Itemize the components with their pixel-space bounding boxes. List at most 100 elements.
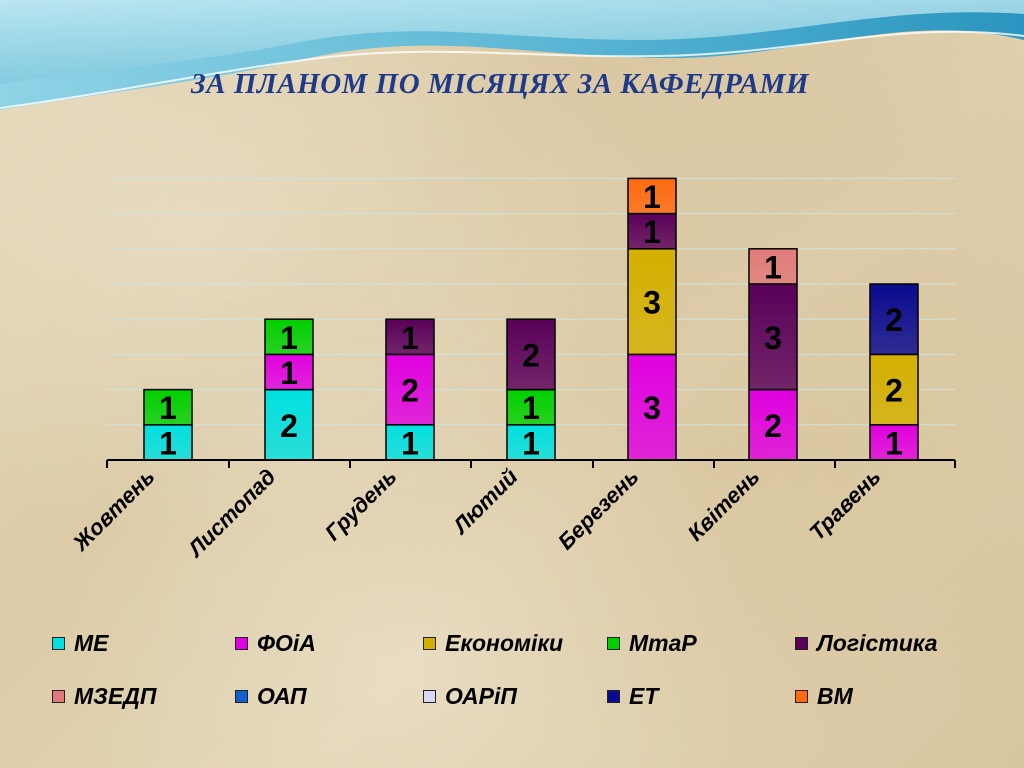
bar-segment: 1 bbox=[264, 353, 314, 391]
legend-item: МЕ bbox=[52, 630, 109, 656]
bar-segment: 2 bbox=[869, 283, 919, 356]
legend-swatch bbox=[795, 636, 808, 650]
bar-segment-rect bbox=[264, 353, 314, 391]
bar-segment-rect bbox=[748, 388, 798, 461]
bar-segment-rect bbox=[143, 388, 193, 426]
bar-segment: 2 bbox=[506, 318, 556, 391]
bar-segment: 3 bbox=[627, 353, 677, 461]
legend-swatch bbox=[607, 636, 620, 650]
legend-label: Логістика bbox=[817, 629, 938, 656]
bar-value-label: 3 bbox=[764, 320, 782, 356]
legend-swatch bbox=[423, 689, 436, 703]
legend-label: ЕТ bbox=[629, 682, 659, 709]
bar-segment: 1 bbox=[385, 424, 435, 461]
bar-value-label: 1 bbox=[159, 390, 177, 426]
bar-segment-rect bbox=[869, 283, 919, 356]
bar-value-label: 3 bbox=[643, 390, 661, 426]
bar-value-label: 3 bbox=[643, 285, 661, 321]
category-label: Травень bbox=[804, 464, 885, 545]
legend-label: ОАРіП bbox=[445, 682, 517, 709]
slide-title: ЗА ПЛАНОМ ПО МІСЯЦЯХ ЗА КАФЕДРАМИ bbox=[191, 68, 809, 100]
bar-value-label: 2 bbox=[885, 373, 903, 409]
legend-label: МтаР bbox=[629, 629, 697, 656]
bar-segment-rect bbox=[385, 318, 435, 356]
bar-value-label: 1 bbox=[522, 390, 540, 426]
bar-value-label: 1 bbox=[885, 425, 903, 461]
bar-segment: 1 bbox=[506, 388, 556, 426]
bar-value-label: 2 bbox=[522, 337, 540, 373]
legend-label: МЕ bbox=[74, 629, 109, 656]
category-label: Лютий bbox=[447, 463, 523, 539]
legend-swatch bbox=[235, 689, 248, 703]
bar-segment: 3 bbox=[748, 283, 798, 391]
bar-segment-rect bbox=[264, 388, 314, 461]
bar-segment-rect bbox=[627, 212, 677, 250]
legend-item: Економіки bbox=[423, 630, 563, 656]
bar-value-label: 1 bbox=[764, 249, 782, 285]
bar-value-label: 1 bbox=[280, 355, 298, 391]
bar-segment-rect bbox=[748, 283, 798, 391]
bar-segment: 1 bbox=[264, 318, 314, 356]
bar-segment: 1 bbox=[869, 424, 919, 461]
bar-segment: 1 bbox=[506, 424, 556, 461]
bar-value-label: 1 bbox=[159, 425, 177, 461]
bar-value-label: 1 bbox=[401, 425, 419, 461]
bar-segment: 2 bbox=[264, 388, 314, 461]
bar-segment-rect bbox=[748, 248, 798, 285]
bar-value-label: 1 bbox=[401, 320, 419, 356]
legend-item: ЕТ bbox=[607, 683, 658, 709]
chart-gridlines bbox=[107, 177, 955, 426]
bar-segment-rect bbox=[264, 318, 314, 356]
legend-label: ОАП bbox=[257, 682, 307, 709]
category-label: Квітень bbox=[683, 464, 765, 546]
category-label: Листопад bbox=[182, 464, 281, 563]
bar-segment-rect bbox=[385, 353, 435, 426]
legend-item: Логістика bbox=[795, 630, 938, 656]
bar-segment-rect bbox=[385, 424, 435, 461]
bar-segment-rect bbox=[869, 424, 919, 461]
bar-segment: 2 bbox=[385, 353, 435, 426]
bar-value-label: 1 bbox=[280, 320, 298, 356]
bar-segment: 1 bbox=[385, 318, 435, 356]
legend-swatch bbox=[235, 636, 248, 650]
legend-swatch bbox=[52, 636, 65, 650]
bar-value-label: 1 bbox=[522, 425, 540, 461]
legend-label: Економіки bbox=[445, 629, 564, 656]
legend-item: ОАП bbox=[235, 683, 307, 709]
legend-swatch bbox=[52, 689, 65, 703]
bar-segment-rect bbox=[506, 318, 556, 391]
bar-value-label: 2 bbox=[764, 408, 782, 444]
legend-item: ВМ bbox=[795, 683, 853, 709]
legend-item: ОАРіП bbox=[423, 683, 517, 709]
legend-item: МтаР bbox=[607, 630, 697, 656]
bar-segment: 3 bbox=[627, 248, 677, 356]
bar-segment: 1 bbox=[143, 424, 193, 461]
bar-value-label: 2 bbox=[885, 302, 903, 338]
bar-segment-rect bbox=[869, 353, 919, 426]
legend-label: ВМ bbox=[817, 682, 853, 709]
legend-item: ФОіА bbox=[235, 630, 316, 656]
category-label: Жовтень bbox=[67, 464, 159, 556]
bar-segment-rect bbox=[627, 248, 677, 356]
chart-axis bbox=[106, 459, 956, 468]
bar-segment: 1 bbox=[627, 212, 677, 250]
bar-value-label: 2 bbox=[401, 373, 419, 409]
legend-label: МЗЕДП bbox=[74, 682, 157, 709]
bar-segment: 2 bbox=[869, 353, 919, 426]
bar-value-label: 1 bbox=[643, 179, 661, 215]
bar-segment-rect bbox=[506, 424, 556, 461]
bar-segment: 1 bbox=[143, 388, 193, 426]
bar-segment-rect bbox=[627, 177, 677, 215]
legend-swatch bbox=[423, 636, 436, 650]
category-labels: Жовтень Листопад Грудень Лютий Березень Квіте… bbox=[67, 463, 885, 562]
bar-segment: 1 bbox=[627, 177, 677, 215]
decorative-wave-header bbox=[0, 0, 1024, 110]
bar-value-label: 2 bbox=[280, 408, 298, 444]
bar-value-label: 1 bbox=[643, 214, 661, 250]
legend-label: ФОіА bbox=[257, 629, 316, 656]
legend-swatch bbox=[607, 689, 620, 703]
legend-item: МЗЕДП bbox=[52, 683, 156, 709]
category-label: Березень bbox=[553, 464, 644, 555]
